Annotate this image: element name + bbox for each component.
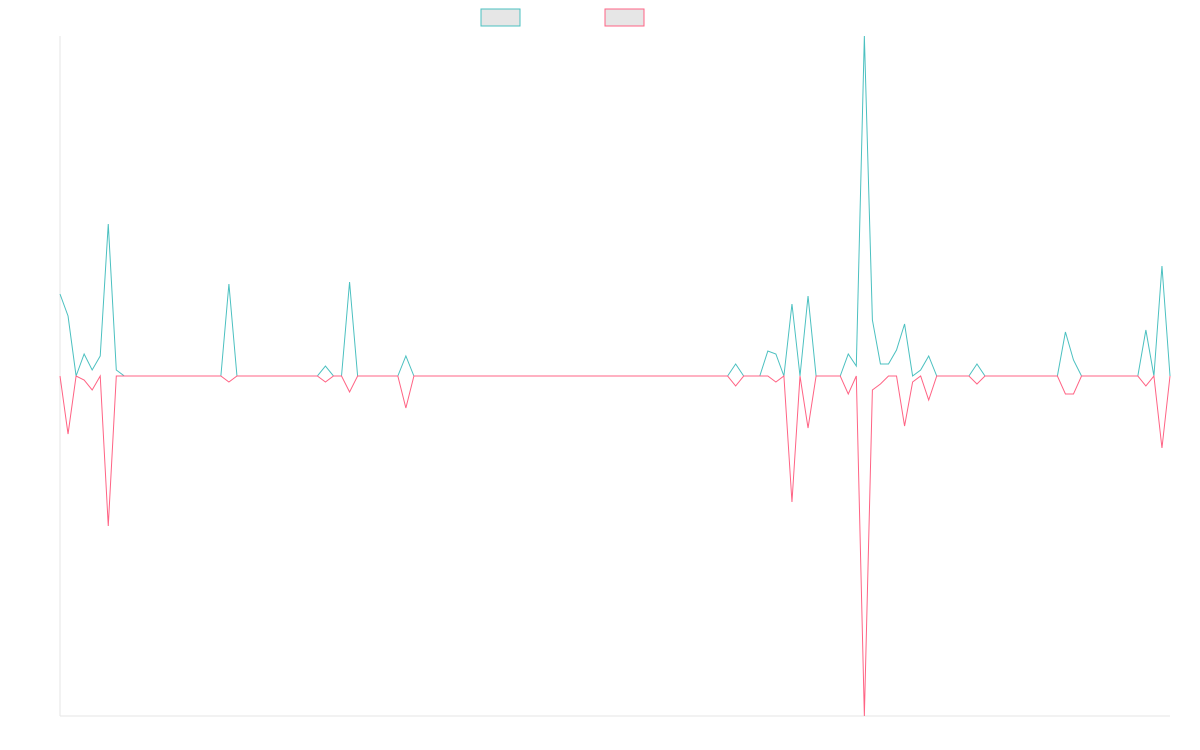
series-line: [59, 374, 1171, 717]
legend-swatch: [480, 8, 521, 27]
legend-swatch: [604, 8, 645, 27]
series-line: [59, 35, 1171, 377]
